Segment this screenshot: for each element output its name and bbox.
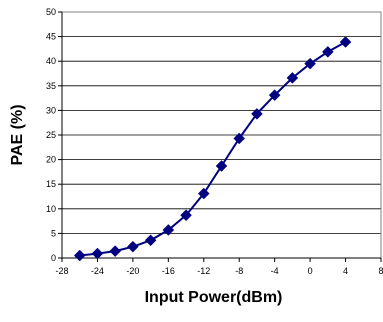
x-tick-labels: -28 -24 -20 -16 -12 -8 -4 0 4 8: [55, 266, 383, 276]
data-point: [215, 160, 228, 172]
y-tick-label: 50: [46, 7, 56, 17]
y-tick-label: 45: [46, 32, 56, 42]
x-tick-label: -20: [126, 266, 139, 276]
y-tick-label: 30: [46, 105, 56, 115]
x-tick-label: 4: [343, 266, 348, 276]
y-tick-label: 15: [46, 179, 56, 189]
x-tick-label: -8: [235, 266, 243, 276]
data-point: [286, 72, 299, 84]
gridlines: [62, 11, 381, 234]
x-axis-title: Input Power(dBm): [145, 289, 283, 306]
data-point: [162, 224, 175, 236]
data-point: [321, 45, 334, 58]
y-axis-title: PAE (%): [9, 104, 26, 165]
data-point: [233, 132, 246, 145]
y-tick-label: 0: [51, 253, 56, 263]
data-point: [109, 245, 122, 257]
y-tick-label: 5: [51, 228, 56, 238]
y-tick-label: 35: [46, 81, 56, 91]
data-point: [251, 107, 263, 120]
x-tick-label: -16: [162, 266, 175, 276]
data-point: [144, 234, 157, 247]
data-point: [127, 240, 139, 253]
data-point: [73, 249, 86, 262]
data-point: [304, 57, 316, 70]
data-point: [339, 36, 352, 48]
y-tick-label: 10: [46, 204, 56, 214]
y-tick-label: 25: [46, 130, 56, 140]
x-tick-label: 8: [378, 266, 383, 276]
x-tick-label: -12: [197, 266, 210, 276]
y-tick-label: 20: [46, 155, 56, 165]
axes: [58, 11, 382, 262]
x-tick-label: -4: [271, 266, 279, 276]
data-point: [268, 89, 281, 102]
series-group: [73, 36, 352, 262]
y-tick-labels: 0 5 10 15 20 25 30 35 40 45 50: [46, 7, 56, 263]
x-tick-label: 0: [308, 266, 313, 276]
x-tick-label: -24: [91, 266, 104, 276]
data-point: [91, 247, 104, 260]
data-point: [180, 209, 192, 222]
y-tick-label: 40: [46, 56, 56, 66]
x-tick-label: -28: [55, 266, 68, 276]
series-line: [79, 41, 347, 257]
data-point: [197, 187, 210, 200]
